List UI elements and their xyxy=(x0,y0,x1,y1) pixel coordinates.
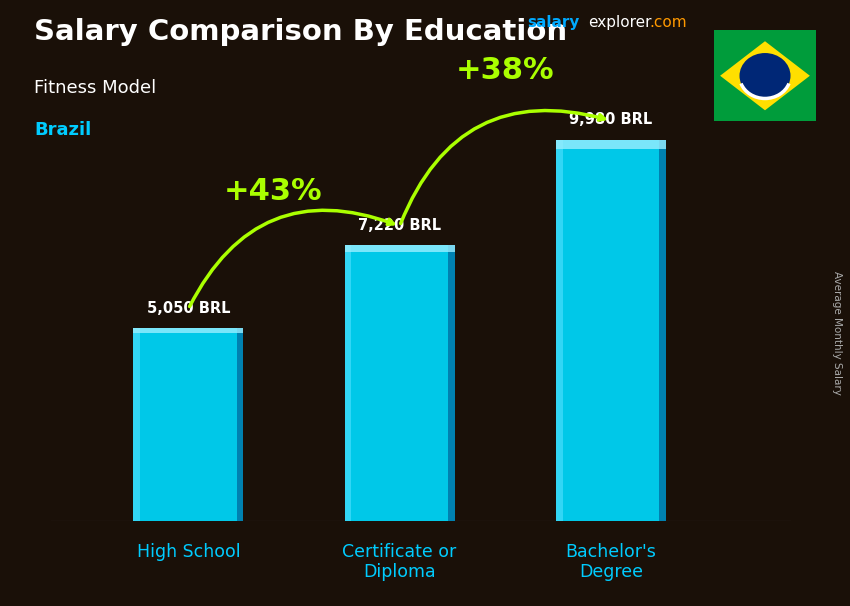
Text: 5,050 BRL: 5,050 BRL xyxy=(146,301,230,316)
Bar xyxy=(345,245,455,521)
Text: .com: .com xyxy=(649,15,687,30)
Circle shape xyxy=(740,53,790,98)
Text: salary: salary xyxy=(527,15,580,30)
Text: +38%: +38% xyxy=(456,56,554,85)
Text: explorer: explorer xyxy=(588,15,652,30)
Polygon shape xyxy=(720,41,810,110)
Bar xyxy=(556,139,563,521)
Bar xyxy=(236,328,243,521)
Bar xyxy=(660,139,666,521)
Text: +43%: +43% xyxy=(224,176,322,205)
Text: Salary Comparison By Education: Salary Comparison By Education xyxy=(34,18,567,46)
Text: Brazil: Brazil xyxy=(34,121,91,139)
Bar xyxy=(133,328,243,333)
Bar xyxy=(556,139,666,521)
Text: 9,980 BRL: 9,980 BRL xyxy=(570,113,653,127)
Text: 7,220 BRL: 7,220 BRL xyxy=(358,218,441,233)
Bar xyxy=(133,328,243,521)
Text: Fitness Model: Fitness Model xyxy=(34,79,156,97)
Bar xyxy=(345,245,455,252)
Bar xyxy=(133,328,140,521)
Bar xyxy=(556,139,666,149)
Bar xyxy=(345,245,351,521)
Bar xyxy=(448,245,455,521)
Text: Average Monthly Salary: Average Monthly Salary xyxy=(832,271,842,395)
